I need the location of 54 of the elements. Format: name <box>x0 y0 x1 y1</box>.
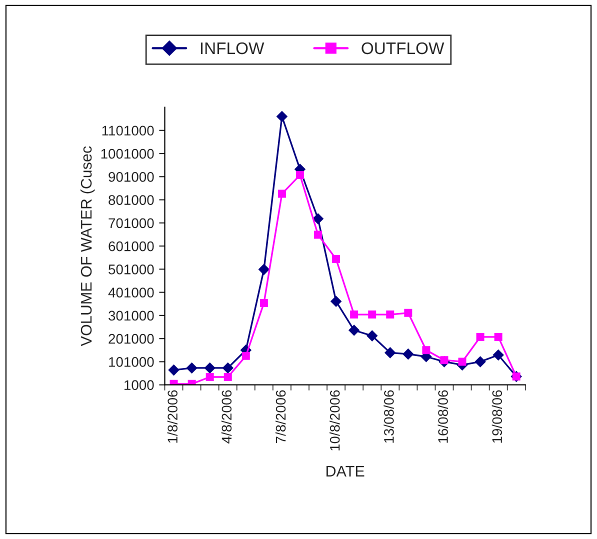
y-tick-label: 901000 <box>108 172 154 182</box>
point <box>224 372 232 381</box>
point <box>258 264 270 275</box>
point <box>492 350 504 360</box>
y-tick-label: 401000 <box>108 288 154 298</box>
point <box>422 346 430 354</box>
y-tick-label: 301000 <box>108 310 154 321</box>
x-tick-label: 16/08/06 <box>438 390 448 443</box>
point <box>440 356 448 364</box>
y-tick-label: 101000 <box>109 357 154 367</box>
point <box>350 310 358 319</box>
point <box>402 348 414 360</box>
point <box>404 308 412 317</box>
point <box>386 310 394 319</box>
y-tick-label: 1001000 <box>101 148 154 159</box>
point <box>384 347 396 358</box>
point <box>476 332 484 341</box>
x-axis-title: DATE <box>326 466 364 476</box>
point <box>458 358 466 366</box>
point <box>368 310 376 319</box>
point <box>314 230 322 239</box>
y-tick-label: 601000 <box>108 241 154 252</box>
x-tick-label: 1/8/2006 <box>167 390 178 443</box>
point <box>276 111 288 122</box>
x-tick-label: 4/8/2006 <box>221 390 232 444</box>
point <box>186 362 198 374</box>
legend-label: INFLOW <box>200 42 264 54</box>
point <box>366 330 378 342</box>
point <box>168 364 180 376</box>
y-axis-title: VOLUME OF WATER (Cusec <box>80 146 95 346</box>
point <box>206 372 214 381</box>
point <box>348 324 360 336</box>
y-tick-label: 701000 <box>108 218 154 228</box>
point <box>296 171 304 180</box>
point <box>332 255 340 263</box>
x-tick-label: 19/08/06 <box>492 390 502 443</box>
x-tick-label: 10/8/2006 <box>330 390 340 450</box>
y-tick-label: 501000 <box>108 264 154 274</box>
y-tick-label: 1101000 <box>102 126 154 136</box>
point <box>312 213 324 224</box>
point <box>242 352 250 360</box>
y-tick-label: 1000 <box>124 380 154 390</box>
point <box>474 356 486 368</box>
point <box>204 362 216 374</box>
point <box>330 296 342 307</box>
point <box>222 362 234 374</box>
point <box>494 332 502 341</box>
legend-label: OUTFLOW <box>362 42 444 54</box>
point <box>278 190 286 198</box>
point <box>260 298 268 307</box>
x-tick-label: 13/08/06 <box>384 390 394 443</box>
y-tick-label: 201000 <box>108 334 154 344</box>
x-tick-label: 7/8/2006 <box>275 390 286 444</box>
y-tick-label: 801000 <box>108 195 154 205</box>
